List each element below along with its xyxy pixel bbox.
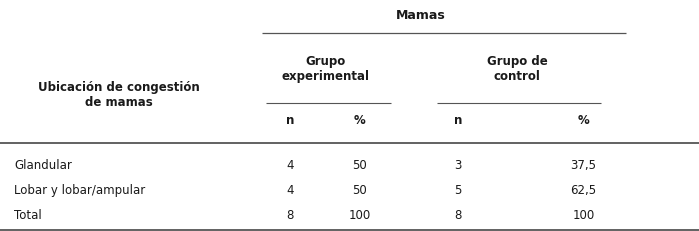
Text: Lobar y lobar/ampular: Lobar y lobar/ampular bbox=[14, 184, 145, 197]
Text: 50: 50 bbox=[352, 184, 368, 197]
Text: 4: 4 bbox=[287, 184, 294, 197]
Text: Ubicación de congestión
de mamas: Ubicación de congestión de mamas bbox=[38, 81, 200, 109]
Text: Grupo de
control: Grupo de control bbox=[487, 55, 547, 83]
Text: 100: 100 bbox=[349, 210, 371, 222]
Text: Grupo
experimental: Grupo experimental bbox=[281, 55, 369, 83]
Text: n: n bbox=[454, 114, 462, 127]
Text: 37,5: 37,5 bbox=[570, 159, 597, 172]
Text: Mamas: Mamas bbox=[396, 9, 446, 21]
Text: 3: 3 bbox=[454, 159, 461, 172]
Text: 8: 8 bbox=[287, 210, 294, 222]
Text: Total: Total bbox=[14, 210, 42, 222]
Text: 5: 5 bbox=[454, 184, 461, 197]
Text: %: % bbox=[578, 114, 589, 127]
Text: Glandular: Glandular bbox=[14, 159, 72, 172]
Text: n: n bbox=[286, 114, 294, 127]
Text: 62,5: 62,5 bbox=[570, 184, 597, 197]
Text: 8: 8 bbox=[454, 210, 461, 222]
Text: 100: 100 bbox=[572, 210, 595, 222]
Text: 4: 4 bbox=[287, 159, 294, 172]
Text: %: % bbox=[354, 114, 366, 127]
Text: 50: 50 bbox=[352, 159, 368, 172]
